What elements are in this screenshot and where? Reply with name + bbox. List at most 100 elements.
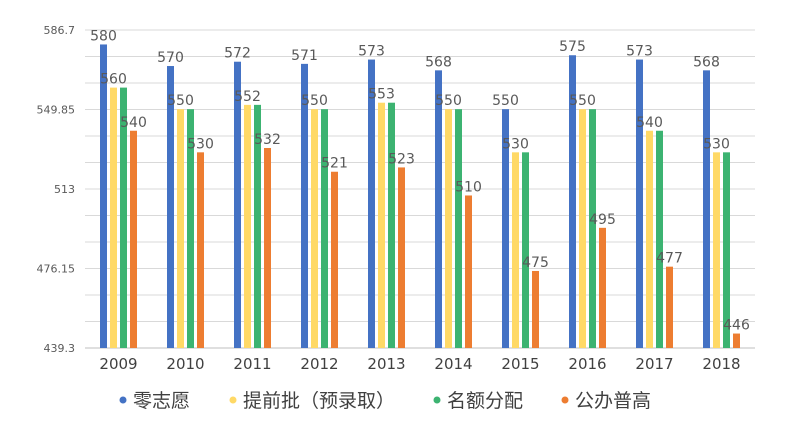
gridlines (85, 29, 755, 349)
bars (100, 44, 740, 349)
bar (569, 55, 576, 349)
data-label: 530 (187, 136, 214, 152)
bar (579, 109, 586, 348)
bar (703, 70, 710, 348)
data-label: 568 (693, 54, 720, 70)
x-tick-label: 2010 (166, 355, 204, 373)
bar (234, 61, 241, 348)
bar (599, 227, 606, 348)
data-label: 532 (254, 132, 281, 148)
bar (512, 152, 519, 348)
x-tick-label: 2014 (434, 355, 472, 373)
bar (110, 87, 117, 348)
data-label: 572 (224, 46, 251, 62)
bar (465, 195, 472, 348)
bar (589, 109, 596, 348)
bar (713, 152, 720, 348)
legend-marker (229, 396, 237, 404)
bar (264, 148, 271, 348)
data-label: 570 (157, 50, 184, 66)
data-label: 550 (492, 93, 519, 109)
data-labels: 580 560 540 570 550 530 572 552 532 571 550 521 573 5… (90, 28, 750, 333)
bar (656, 130, 663, 348)
bar (723, 152, 730, 348)
legend-marker (561, 396, 569, 404)
bar (321, 109, 328, 348)
data-label: 550 (167, 93, 194, 109)
legend-marker (119, 396, 127, 404)
data-label: 495 (589, 212, 616, 228)
data-label: 510 (455, 179, 482, 195)
x-tick-label: 2009 (99, 355, 137, 373)
y-tick-label: 549.85 (37, 104, 76, 117)
data-label: 540 (120, 115, 147, 131)
data-label: 550 (569, 93, 596, 109)
x-tick-label: 2016 (568, 355, 606, 373)
x-tick-label: 2015 (501, 355, 539, 373)
data-label: 530 (703, 136, 730, 152)
data-label: 575 (559, 39, 586, 55)
data-label: 550 (435, 93, 462, 109)
data-label: 560 (100, 72, 127, 88)
legend-label: 公办普高 (575, 390, 651, 412)
bar (378, 102, 385, 348)
y-tick-label: 513 (54, 183, 75, 196)
bar (646, 130, 653, 348)
bar (130, 130, 137, 348)
bar (388, 102, 395, 348)
data-label: 568 (425, 54, 452, 70)
data-label: 521 (321, 156, 348, 172)
y-axis: 439.3 476.15 513 549.85 586.7 (37, 24, 76, 355)
bar (301, 63, 308, 349)
bar (177, 109, 184, 348)
data-label: 523 (388, 151, 415, 167)
data-label: 550 (301, 93, 328, 109)
legend-label: 提前批（预录取） (243, 390, 395, 412)
bar (733, 333, 740, 348)
bar (435, 70, 442, 348)
legend-label: 名额分配 (447, 390, 523, 412)
data-label: 475 (522, 255, 549, 271)
x-tick-label: 2013 (367, 355, 405, 373)
data-label: 580 (90, 28, 117, 44)
data-label: 573 (358, 44, 385, 60)
bar (398, 167, 405, 348)
data-label: 573 (626, 44, 653, 60)
bar (666, 266, 673, 348)
y-tick-label: 586.7 (44, 24, 76, 37)
legend-marker (433, 396, 441, 404)
data-label: 477 (656, 251, 683, 267)
bar (197, 152, 204, 348)
data-label: 446 (723, 318, 750, 334)
y-tick-label: 439.3 (44, 342, 76, 355)
x-axis: 2009 2010 2011 2012 2013 2014 2015 2016 2017 2018 (99, 355, 740, 373)
bar (167, 66, 174, 348)
x-tick-label: 2018 (702, 355, 740, 373)
x-tick-label: 2011 (233, 355, 271, 373)
bar (100, 44, 107, 349)
data-label: 552 (234, 89, 261, 105)
bar (187, 109, 194, 348)
data-label: 553 (368, 87, 395, 103)
bar (502, 109, 509, 348)
x-tick-label: 2017 (635, 355, 673, 373)
data-label: 540 (636, 115, 663, 131)
bar (445, 109, 452, 348)
legend-label: 零志愿 (133, 390, 190, 412)
bar (368, 59, 375, 349)
bar (331, 171, 338, 348)
data-label: 530 (502, 136, 529, 152)
bar (244, 104, 251, 348)
y-tick-label: 476.15 (37, 263, 76, 276)
bar (254, 104, 261, 348)
legend: 零志愿 提前批（预录取） 名额分配 公办普高 (119, 390, 651, 412)
data-label: 571 (291, 48, 318, 64)
bar (311, 109, 318, 348)
bar (455, 109, 462, 348)
bar (532, 270, 539, 348)
bar (120, 87, 127, 348)
bar (522, 152, 529, 348)
bar (636, 59, 643, 349)
x-tick-label: 2012 (300, 355, 338, 373)
